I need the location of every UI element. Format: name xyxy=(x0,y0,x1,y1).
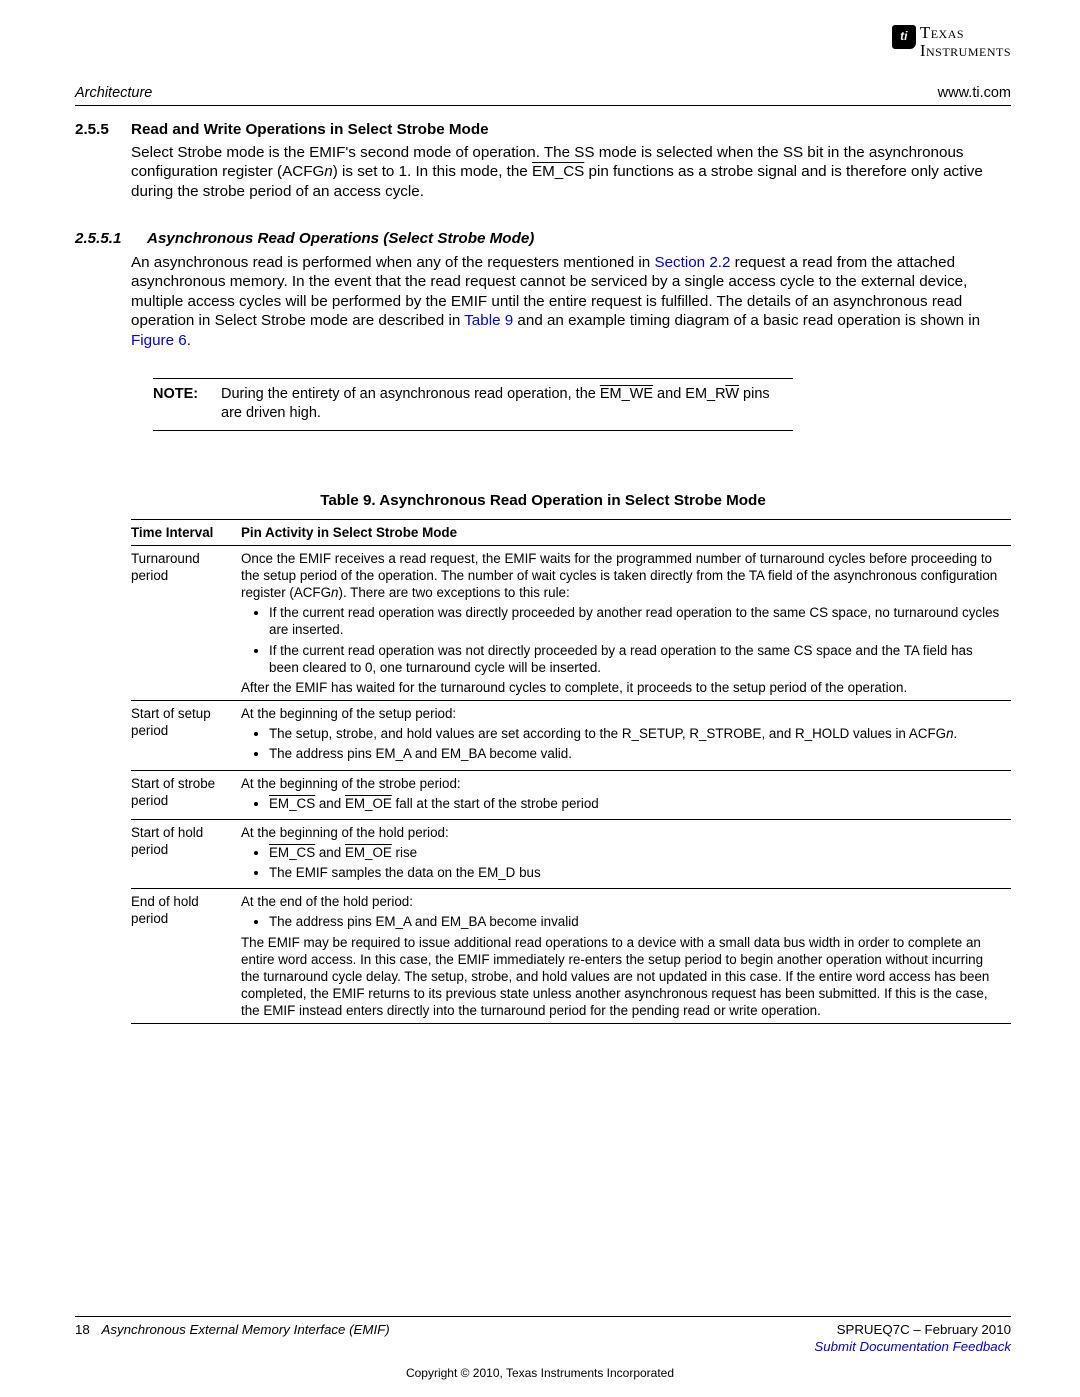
bullet-item: If the current read operation was not di… xyxy=(269,642,1005,676)
copyright: Copyright © 2010, Texas Instruments Inco… xyxy=(0,1366,1080,1381)
signal-name: EM_WE xyxy=(600,386,653,402)
bullet-item: The EMIF samples the data on the EM_D bu… xyxy=(269,864,1005,881)
logo-line1: Texas xyxy=(920,24,1011,42)
td-interval: Turnaround period xyxy=(131,545,241,700)
bullet-list: If the current read operation was direct… xyxy=(269,604,1005,676)
footer-doc-title: Asynchronous External Memory Interface (… xyxy=(102,1322,390,1337)
table-row: End of hold periodAt the end of the hold… xyxy=(131,889,1011,1024)
th-activity: Pin Activity in Select Strobe Mode xyxy=(241,519,1011,545)
note-block: NOTE: During the entirety of an asynchro… xyxy=(153,385,793,422)
bullet-item: The setup, strobe, and hold values are s… xyxy=(269,725,1005,742)
td-activity: At the beginning of the strobe period:EM… xyxy=(241,770,1011,819)
section-number: 2.5.5 xyxy=(75,120,131,139)
text: ) is set to 1. In this mode, the xyxy=(333,163,532,180)
text: An asynchronous read is performed when a… xyxy=(131,254,654,271)
td-interval: Start of strobe period xyxy=(131,770,241,819)
trailing-text: After the EMIF has waited for the turnar… xyxy=(241,679,1005,696)
table-caption: Table 9. Asynchronous Read Operation in … xyxy=(75,491,1011,510)
trailing-text: The EMIF may be required to issue additi… xyxy=(241,934,1005,1020)
td-activity: At the beginning of the hold period:EM_C… xyxy=(241,819,1011,888)
signal-name: W xyxy=(725,386,739,402)
bullet-list: EM_CS and EM_OE rise The EMIF samples the… xyxy=(269,844,1005,881)
text: . xyxy=(187,332,191,349)
bullet-item: If the current read operation was direct… xyxy=(269,604,1005,638)
table-header-row: Time Interval Pin Activity in Select Str… xyxy=(131,519,1011,545)
table-9: Time Interval Pin Activity in Select Str… xyxy=(131,519,1011,1025)
page-footer: 18 Asynchronous External Memory Interfac… xyxy=(75,1316,1011,1355)
header-section: Architecture xyxy=(75,84,152,103)
page-number: 18 xyxy=(75,1322,90,1337)
subsection-paragraph: An asynchronous read is performed when a… xyxy=(131,253,1011,350)
signal-name: EM_CS xyxy=(532,163,584,180)
section-heading: 2.5.5 Read and Write Operations in Selec… xyxy=(75,120,1011,139)
ti-chip-icon: ti xyxy=(892,25,916,49)
td-activity: Once the EMIF receives a read request, t… xyxy=(241,545,1011,700)
text: and EM_R xyxy=(653,386,725,402)
th-interval: Time Interval xyxy=(131,519,241,545)
table-row: Start of setup periodAt the beginning of… xyxy=(131,701,1011,770)
table-row: Start of hold periodAt the beginning of … xyxy=(131,819,1011,888)
table-row: Start of strobe periodAt the beginning o… xyxy=(131,770,1011,819)
section-paragraph: Select Strobe mode is the EMIF's second … xyxy=(131,143,1011,201)
td-interval: Start of hold period xyxy=(131,819,241,888)
xref-link[interactable]: Figure 6 xyxy=(131,332,187,349)
bullet-list: The address pins EM_A and EM_BA become i… xyxy=(269,913,1005,930)
subsection-heading: 2.5.5.1 Asynchronous Read Operations (Se… xyxy=(75,229,1011,248)
note-rule-bottom xyxy=(153,430,793,431)
logo-line2: Instruments xyxy=(920,42,1011,60)
ti-logo: ti Texas Instruments xyxy=(892,24,1011,60)
td-activity: At the beginning of the setup period:The… xyxy=(241,701,1011,770)
footer-revision: SPRUEQ7C – February 2010 xyxy=(837,1321,1011,1338)
xref-link[interactable]: Table 9 xyxy=(464,312,513,329)
section-title: Read and Write Operations in Select Stro… xyxy=(131,120,489,139)
table-row: Turnaround periodOnce the EMIF receives … xyxy=(131,545,1011,700)
text: and an example timing diagram of a basic… xyxy=(513,312,980,329)
text: During the entirety of an asynchronous r… xyxy=(221,386,600,402)
bullet-item: The address pins EM_A and EM_BA become v… xyxy=(269,745,1005,762)
td-interval: Start of setup period xyxy=(131,701,241,770)
note-label: NOTE: xyxy=(153,385,221,422)
header-url: www.ti.com xyxy=(938,84,1011,103)
bullet-item: The address pins EM_A and EM_BA become i… xyxy=(269,913,1005,930)
subsection-number: 2.5.5.1 xyxy=(75,229,147,248)
page-header: Architecture www.ti.com xyxy=(75,84,1011,106)
bullet-item: EM_CS and EM_OE rise xyxy=(269,844,1005,861)
feedback-link[interactable]: Submit Documentation Feedback xyxy=(814,1339,1011,1354)
bullet-item: EM_CS and EM_OE fall at the start of the… xyxy=(269,795,1005,812)
bullet-list: EM_CS and EM_OE fall at the start of the… xyxy=(269,795,1005,812)
text-italic: n xyxy=(324,163,332,180)
xref-link[interactable]: Section 2.2 xyxy=(654,254,730,271)
td-activity: At the end of the hold period:The addres… xyxy=(241,889,1011,1024)
bullet-list: The setup, strobe, and hold values are s… xyxy=(269,725,1005,762)
note-rule-top xyxy=(153,378,793,379)
td-interval: End of hold period xyxy=(131,889,241,1024)
subsection-title: Asynchronous Read Operations (Select Str… xyxy=(147,229,534,248)
note-text: During the entirety of an asynchronous r… xyxy=(221,385,793,422)
